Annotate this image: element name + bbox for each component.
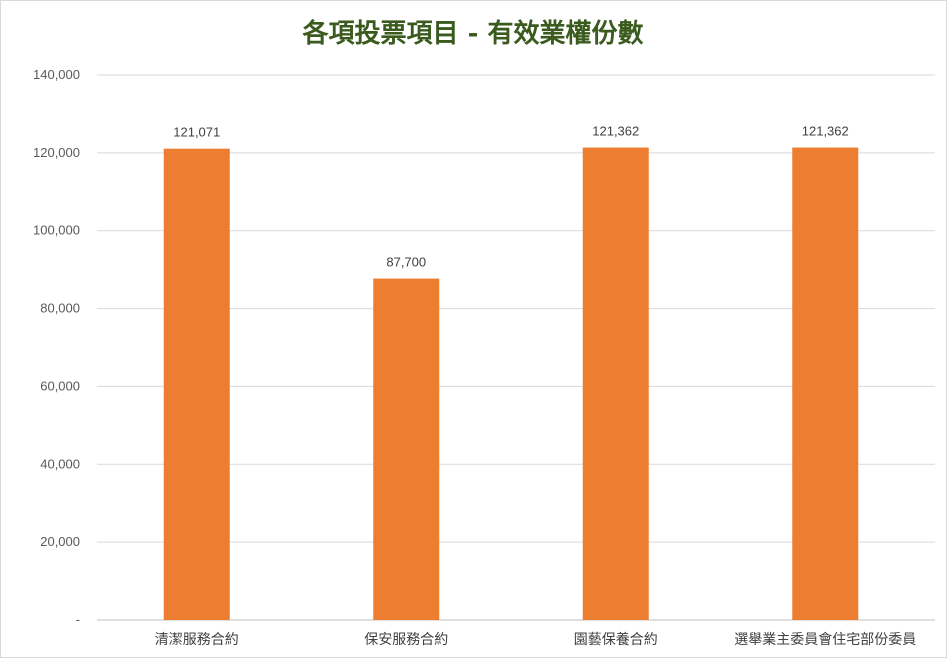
data-label: 87,700 (386, 255, 426, 270)
x-category-label: 園藝保養合約 (574, 631, 658, 648)
bar (163, 148, 230, 620)
y-tick-label: 60,000 (40, 378, 80, 393)
data-label: 121,071 (173, 125, 220, 140)
chart-title: 各項投票項目 - 有效業權份數 (302, 18, 644, 49)
y-axis-ticks: - 20,000 40,000 60,000 80,000 100,000 120,000 1… (33, 67, 80, 627)
y-tick-label: 120,000 (33, 145, 80, 160)
bar (373, 278, 440, 620)
y-tick-label: 80,000 (40, 301, 80, 316)
bar (582, 147, 649, 621)
bars (163, 147, 859, 621)
data-label: 121,362 (802, 124, 849, 139)
x-axis-categories: 清潔服務合約 保安服務合約 園藝保養合約 選舉業主委員會住宅部份委員 (155, 631, 917, 648)
data-labels: 121,071 87,700 121,362 121,362 (173, 124, 849, 270)
y-tick-label: 100,000 (33, 223, 80, 238)
x-category-label: 清潔服務合約 (155, 632, 239, 648)
x-category-label: 保安服務合約 (364, 632, 448, 648)
bar (792, 147, 859, 621)
y-tick-label: 140,000 (33, 67, 80, 82)
x-category-label: 選舉業主委員會住宅部份委員 (734, 631, 916, 648)
y-tick-label: - (76, 612, 80, 627)
y-tick-label: 20,000 (40, 534, 80, 549)
y-tick-label: 40,000 (40, 456, 80, 471)
data-label: 121,362 (592, 124, 639, 139)
